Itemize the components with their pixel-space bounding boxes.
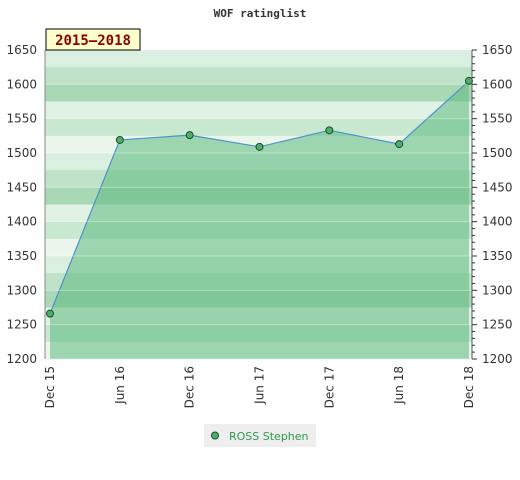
y-axis-right: 1200 1250 1300 1350 1400 1450 1500 1550 1600 1650 <box>471 43 513 366</box>
data-point[interactable] <box>46 309 54 318</box>
background-band <box>45 84 472 102</box>
rating-area <box>50 80 469 360</box>
badge-box <box>45 28 141 51</box>
x-axis: Dec 15 Jun 16 Dec 16 Jun 17 Dec 17 Jun 18 Dec … <box>43 366 476 408</box>
y-tick-label-left: 1200 <box>6 352 37 366</box>
y-tick-label-right: 1400 <box>482 215 513 229</box>
data-markers <box>46 76 473 318</box>
x-tick-label: Dec 15 <box>43 366 57 408</box>
legend[interactable]: ROSS Stephen <box>204 424 316 447</box>
background-band <box>45 118 472 137</box>
y-tick-label-right: 1650 <box>482 43 513 57</box>
y-tick-label-left: 1300 <box>6 283 37 297</box>
legend-marker-icon <box>211 431 219 440</box>
y-tick-label-right: 1600 <box>482 77 513 91</box>
data-point[interactable] <box>255 142 264 151</box>
x-tick-label: Jun 16 <box>113 366 127 405</box>
gridlines <box>45 49 472 360</box>
y-tick-label-right: 1300 <box>482 283 513 297</box>
y-tick-label-right: 1250 <box>482 318 513 332</box>
data-point[interactable] <box>325 126 334 135</box>
year-range-badge: 2015–2018 <box>45 28 141 51</box>
y-tick-label-left: 1600 <box>6 77 37 91</box>
data-point[interactable] <box>395 140 404 149</box>
data-point[interactable] <box>115 135 124 144</box>
y-tick-label-right: 1550 <box>482 112 513 126</box>
data-point[interactable] <box>465 76 473 85</box>
legend-box <box>204 424 316 447</box>
x-tick-label: Dec 17 <box>322 366 336 408</box>
background-band <box>45 67 472 85</box>
x-tick-label: Dec 18 <box>462 366 476 408</box>
y-tick-label-right: 1200 <box>482 352 513 366</box>
x-tick-label: Dec 16 <box>183 366 197 408</box>
data-point[interactable] <box>185 131 194 140</box>
y-tick-label-left: 1250 <box>6 318 37 332</box>
legend-entry-label: ROSS Stephen <box>229 430 309 443</box>
y-tick-label-right: 1450 <box>482 180 513 194</box>
y-tick-label-left: 1550 <box>6 112 37 126</box>
y-tick-label-left: 1350 <box>6 249 37 263</box>
y-tick-label-right: 1500 <box>482 146 513 160</box>
y-tick-label-left: 1650 <box>6 43 37 57</box>
badge-label: 2015–2018 <box>55 33 131 49</box>
chart-title: WOF ratinglist <box>214 7 307 20</box>
y-axis-left: 1200 1250 1300 1350 1400 1450 1500 1550 1600 1650 <box>6 43 46 366</box>
background-band <box>45 50 472 68</box>
y-tick-label-left: 1450 <box>6 180 37 194</box>
x-tick-label: Jun 17 <box>253 366 267 405</box>
y-tick-label-right: 1350 <box>482 249 513 263</box>
y-tick-label-left: 1400 <box>6 215 37 229</box>
y-tick-label-left: 1500 <box>6 146 37 160</box>
x-tick-label: Jun 18 <box>392 366 406 405</box>
background-band <box>45 101 472 120</box>
